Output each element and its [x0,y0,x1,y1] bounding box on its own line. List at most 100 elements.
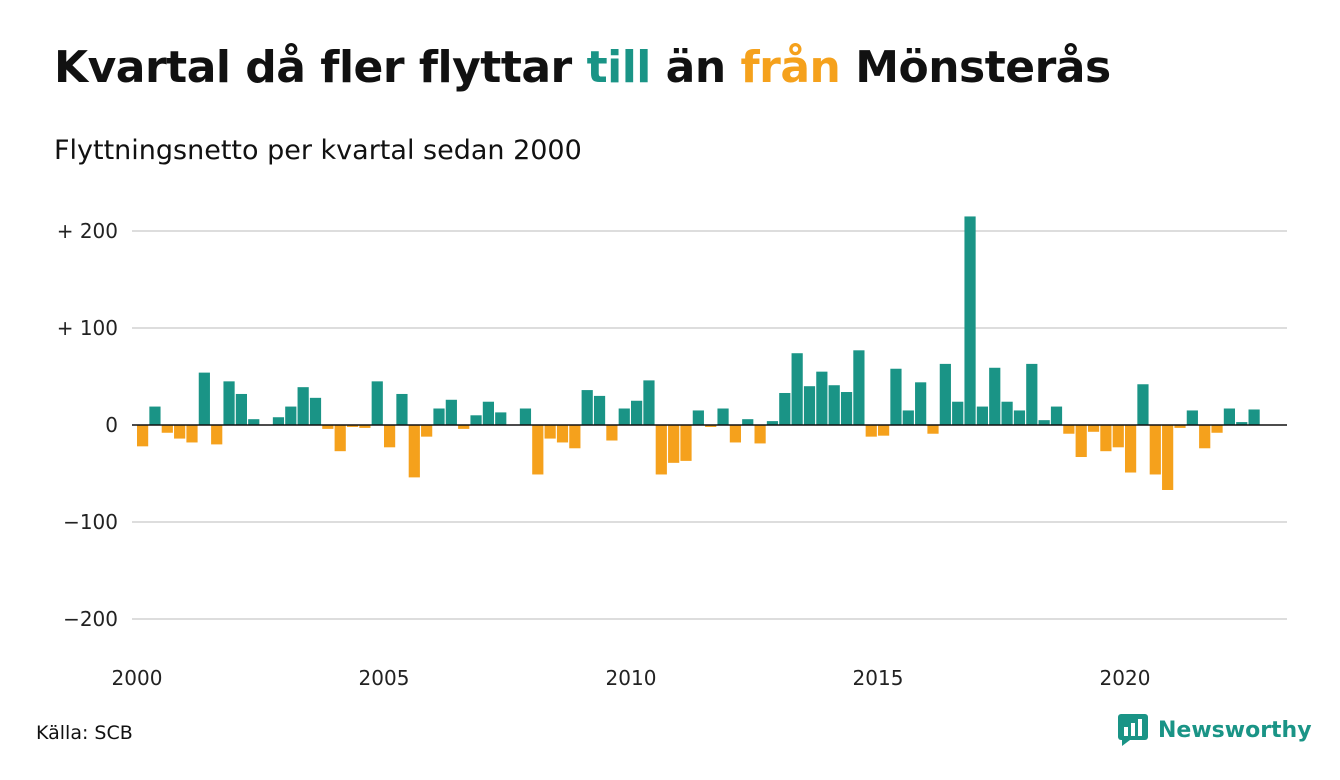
bar [853,350,865,425]
title-fran: från [740,42,841,93]
bar [556,425,569,443]
bar [161,425,173,433]
bar [371,381,383,425]
bar [878,425,890,436]
bar [927,425,939,434]
logo-text: Newsworthy [1158,717,1312,743]
chart-subtitle: Flyttningsnetto per kvartal sedan 2000 [54,135,582,166]
bar [272,417,285,425]
bar [1211,425,1223,433]
bar [1236,422,1248,425]
bar [606,425,618,441]
bar [1038,420,1050,425]
bar [1013,410,1026,425]
bar [779,392,791,425]
y-tick-label: −200 [63,607,118,631]
bar [989,367,1001,425]
bar [717,408,729,425]
bar [408,425,420,478]
bar [1125,425,1137,473]
bar [803,386,816,425]
bar [211,425,223,445]
bar [495,412,507,425]
bar [1186,410,1198,425]
bar [939,363,951,425]
bar [334,425,346,452]
bar [198,372,210,425]
bar [532,425,544,475]
bar [631,400,643,425]
bar [297,387,309,425]
bar [1087,425,1100,432]
bar [865,425,877,437]
bar [285,406,297,425]
bar [445,399,457,425]
bar [1026,363,1038,425]
bar [1248,409,1260,425]
x-tick-label: 2015 [853,666,904,690]
bar [742,419,754,425]
bar [766,421,779,425]
bar [309,397,322,425]
bar [421,425,433,437]
grid-lines [132,230,1287,620]
bar [655,425,667,475]
bar [816,371,828,425]
bar [1075,425,1087,458]
y-axis-labels: + 200 + 100 0 −100 −200 [57,219,118,631]
source-note: Källa: SCB [36,722,133,744]
bar [754,425,766,444]
bar [593,395,606,425]
bar [952,401,964,425]
bar [581,390,593,425]
bar [470,415,482,425]
title-part-5: Mönsterås [840,42,1111,93]
bar [840,392,853,425]
bar [1149,425,1161,475]
bar [384,425,396,448]
bar [433,408,445,425]
bar [359,425,371,428]
bar [174,425,186,439]
bar [186,425,198,443]
y-tick-label: −100 [63,510,118,534]
bar [618,408,630,425]
bar [976,406,988,425]
bar [248,419,260,425]
bar [705,425,717,427]
bar [346,425,359,427]
y-tick-label: 0 [105,413,118,437]
bar [791,353,803,425]
bar [544,425,556,439]
bar [235,393,247,425]
bar [828,385,840,425]
bar [890,368,902,425]
title-part-3: än [650,42,741,93]
chart-title: Kvartal då fler flyttar till än från Mön… [54,42,1111,93]
x-tick-label: 2005 [359,666,410,690]
bar [729,425,741,443]
bar [668,425,680,463]
bar [396,393,408,425]
bar [1223,408,1235,425]
bar [692,410,704,425]
bar [1063,425,1075,434]
bar [1162,425,1174,490]
y-tick-label: + 100 [57,316,118,340]
bar [915,382,927,425]
title-part-1: Kvartal då fler flyttar [54,42,587,93]
bar [519,408,532,425]
bar [137,425,149,447]
bar [569,425,581,449]
x-tick-label: 2000 [112,666,163,690]
bar [482,401,494,425]
bar [1001,401,1013,425]
x-tick-label: 2010 [606,666,657,690]
bars [137,216,1260,490]
bar [322,425,334,429]
newsworthy-logo[interactable]: Newsworthy [1118,714,1312,746]
bar [458,425,470,429]
x-tick-label: 2020 [1100,666,1151,690]
bar [1050,406,1063,425]
